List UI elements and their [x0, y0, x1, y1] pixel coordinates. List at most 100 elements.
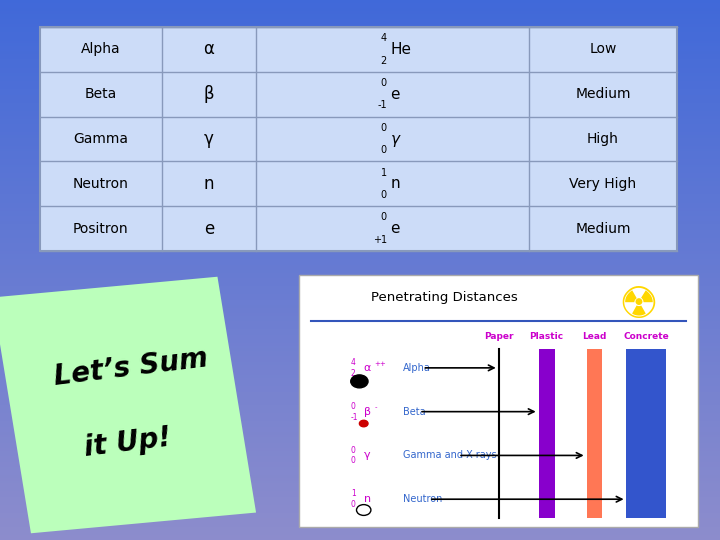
Bar [0, 240, 720, 243]
Bar [0, 43, 720, 46]
Bar [0, 105, 720, 108]
Bar [0, 316, 720, 319]
Bar [0, 97, 720, 100]
Bar [0, 429, 720, 432]
Text: n: n [364, 494, 371, 504]
Bar [0, 397, 720, 400]
Bar [0, 289, 720, 292]
Bar [0, 437, 720, 440]
Bar [0, 176, 720, 178]
Bar [0, 351, 720, 354]
Bar [0, 483, 720, 486]
Bar [0, 424, 720, 427]
Bar [0, 284, 720, 286]
Bar [40, 161, 677, 206]
Text: Very High: Very High [570, 177, 636, 191]
Bar [0, 194, 720, 197]
Bar [0, 122, 720, 124]
Bar [0, 432, 720, 435]
Bar [0, 513, 720, 516]
Bar [0, 14, 720, 16]
Bar [0, 364, 720, 367]
Bar [0, 8, 720, 11]
Bar [0, 343, 720, 346]
Text: +1: +1 [373, 235, 387, 245]
Text: -: - [374, 404, 377, 410]
Bar [0, 470, 720, 472]
Bar [0, 273, 720, 275]
Bar [0, 170, 720, 173]
Text: High: High [587, 132, 619, 146]
Bar [0, 394, 720, 397]
Bar [0, 354, 720, 356]
Bar [0, 186, 720, 189]
Bar [0, 16, 720, 19]
Bar [0, 216, 720, 219]
Bar [0, 427, 720, 429]
Text: it Up!: it Up! [83, 423, 173, 462]
Bar [0, 319, 720, 321]
Bar [0, 405, 720, 408]
Bar [0, 167, 720, 170]
Bar [0, 19, 720, 22]
Bar [539, 349, 554, 518]
Text: 0: 0 [351, 456, 356, 465]
Bar [0, 302, 720, 305]
Bar [0, 154, 720, 157]
Text: Lead: Lead [582, 333, 607, 341]
Bar [0, 200, 720, 202]
Bar [0, 421, 720, 424]
Bar [0, 227, 720, 229]
Text: 0: 0 [351, 500, 356, 509]
Text: 0: 0 [381, 123, 387, 133]
Circle shape [356, 504, 371, 515]
Text: Positron: Positron [73, 222, 129, 235]
Bar [0, 254, 720, 256]
Bar [0, 100, 720, 103]
Bar [0, 230, 720, 232]
Bar [0, 338, 720, 340]
Text: 0: 0 [351, 446, 356, 455]
Bar [0, 54, 720, 57]
Bar [0, 162, 720, 165]
Text: Paper: Paper [484, 333, 513, 341]
Bar [0, 49, 720, 51]
Bar [0, 181, 720, 184]
Bar [0, 70, 720, 73]
Text: γ: γ [364, 450, 370, 461]
Bar [0, 197, 720, 200]
Bar [0, 116, 720, 119]
Bar [0, 389, 720, 392]
Bar [0, 410, 720, 413]
Bar [0, 524, 720, 526]
Text: -1: -1 [377, 100, 387, 111]
Bar [0, 148, 720, 151]
Bar [0, 297, 720, 300]
Bar [0, 219, 720, 221]
Bar [0, 38, 720, 40]
Bar [0, 151, 720, 154]
Text: 0: 0 [381, 78, 387, 88]
Bar [0, 157, 720, 159]
Bar [40, 117, 677, 161]
Text: ++: ++ [374, 361, 386, 367]
Bar [40, 27, 677, 251]
Bar [0, 327, 720, 329]
Bar [0, 448, 720, 451]
Bar [0, 113, 720, 116]
Bar [0, 321, 720, 324]
Bar [0, 178, 720, 181]
Bar [0, 73, 720, 76]
Text: -1: -1 [351, 413, 359, 422]
Bar [0, 135, 720, 138]
Bar [0, 335, 720, 338]
Text: Beta: Beta [402, 407, 426, 417]
Bar [0, 267, 720, 270]
Text: Penetrating Distances: Penetrating Distances [371, 292, 518, 305]
Bar [0, 516, 720, 518]
Text: Beta: Beta [85, 87, 117, 101]
Text: Gamma and X-rays: Gamma and X-rays [402, 450, 496, 461]
Bar [0, 443, 720, 445]
Bar [0, 440, 720, 443]
Text: 1: 1 [351, 489, 356, 498]
